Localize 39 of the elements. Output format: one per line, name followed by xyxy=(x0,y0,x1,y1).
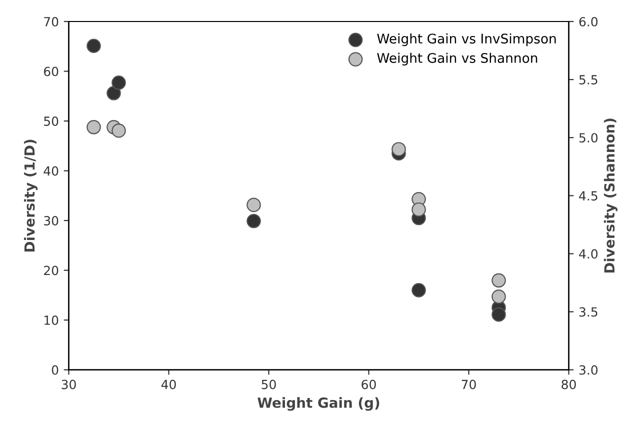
y-tick-label: 30 xyxy=(44,216,58,226)
point xyxy=(412,202,426,217)
y2-tick-label: 6.0 xyxy=(579,16,598,26)
x-tick-label: 70 xyxy=(462,380,476,390)
y-tick-label: 50 xyxy=(44,116,58,126)
y-tick-label: 70 xyxy=(44,16,58,26)
x-tick-label: 50 xyxy=(262,380,276,390)
y-tick-label: 40 xyxy=(44,166,58,176)
point xyxy=(86,38,101,54)
y-tick-label: 60 xyxy=(44,66,58,76)
point xyxy=(246,198,261,212)
y-tick-label: 0 xyxy=(52,365,58,375)
y2-axis-title: Diversity (Shannon) xyxy=(604,118,618,273)
y-tick-label: 20 xyxy=(44,266,58,276)
y2-tick-label: 3.0 xyxy=(579,365,598,375)
x-tick-label: 60 xyxy=(362,380,376,390)
y2-tick-label: 4.5 xyxy=(579,191,598,201)
x-axis-title: Weight Gain (g) xyxy=(258,397,380,411)
y2-tick-label: 5.0 xyxy=(579,133,598,143)
point xyxy=(106,86,121,100)
y2-tick-label: 5.5 xyxy=(579,75,598,84)
y-axis-title: Diversity (1/D) xyxy=(24,140,38,252)
point xyxy=(246,214,261,228)
point xyxy=(492,290,506,304)
point xyxy=(492,307,506,322)
point xyxy=(112,123,126,138)
point xyxy=(492,273,506,288)
x-tick-label: 80 xyxy=(562,380,576,390)
x-tick-label: 40 xyxy=(161,380,176,390)
point xyxy=(112,76,126,90)
point xyxy=(412,283,426,298)
point xyxy=(392,142,406,156)
y2-tick-label: 3.5 xyxy=(579,307,598,317)
y-tick-label: 10 xyxy=(44,316,58,325)
y2-tick-label: 4.0 xyxy=(579,249,598,259)
point xyxy=(86,120,101,134)
legend-label: Weight Gain vs Shannon xyxy=(377,52,538,66)
legend-label: Weight Gain vs InvSimpson xyxy=(377,33,556,46)
x-tick-label: 30 xyxy=(62,380,76,390)
